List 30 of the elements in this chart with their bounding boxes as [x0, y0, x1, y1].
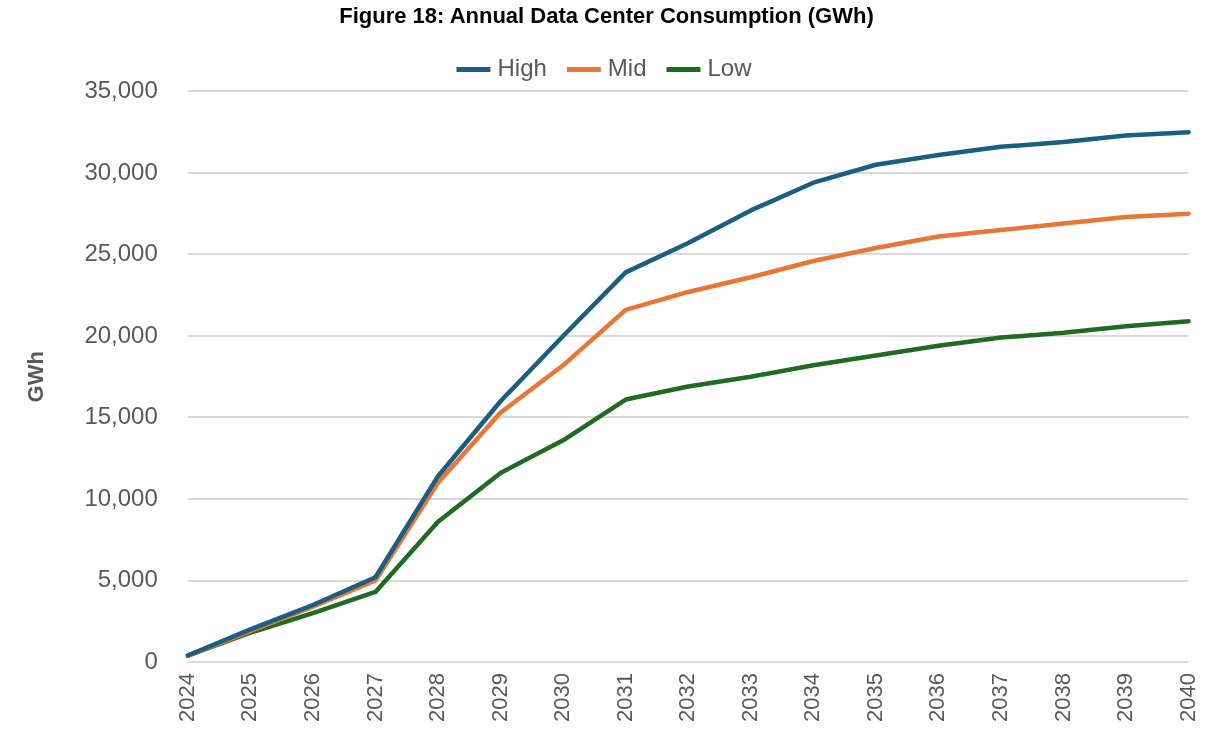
x-tick-label: 2030	[549, 673, 575, 723]
y-axis-title: GWh	[23, 351, 49, 403]
x-tick-label: 2028	[424, 673, 450, 723]
x-tick-label: 2033	[736, 673, 762, 723]
x-tick-label: 2036	[924, 673, 950, 723]
legend-label: Mid	[607, 54, 647, 82]
legend-label: Low	[707, 54, 753, 82]
x-tick-label: 2037	[987, 673, 1013, 723]
y-tick-label: 35,000	[84, 76, 158, 104]
y-tick-label: 20,000	[84, 320, 158, 348]
x-tick-label: 2024	[173, 673, 199, 723]
x-tick-label: 2025	[236, 673, 262, 723]
x-tick-label: 2035	[861, 673, 887, 723]
x-tick-label: 2032	[674, 673, 700, 723]
y-tick-label: 0	[144, 646, 158, 674]
y-tick-label: 15,000	[84, 402, 158, 430]
y-tick-label: 5,000	[97, 565, 158, 593]
x-tick-label: 2038	[1049, 673, 1075, 723]
y-tick-label: 10,000	[84, 483, 158, 511]
x-tick-label: 2034	[799, 673, 825, 723]
x-tick-label: 2029	[486, 673, 512, 723]
x-tick-label: 2039	[1112, 673, 1138, 723]
x-tick-label: 2026	[298, 673, 324, 723]
y-tick-label: 30,000	[84, 157, 158, 185]
y-tick-label: 25,000	[84, 239, 158, 267]
legend-label: High	[497, 54, 547, 82]
x-tick-label: 2031	[611, 673, 637, 723]
x-tick-label: 2027	[361, 673, 387, 723]
x-tick-label: 2040	[1174, 673, 1200, 723]
chart-title: Figure 18: Annual Data Center Consumption (GWh)	[339, 3, 874, 29]
